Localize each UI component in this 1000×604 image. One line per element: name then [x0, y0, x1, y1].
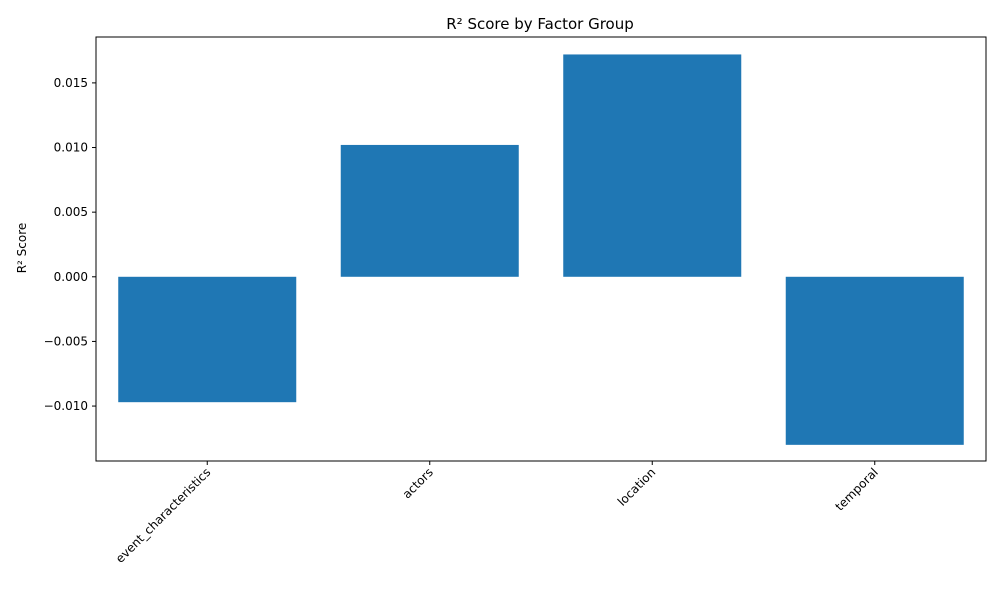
y-tick-label: 0.000 [54, 270, 88, 284]
bar-temporal [785, 276, 964, 445]
x-tick-label: temporal [833, 465, 881, 513]
y-tick-label: 0.005 [54, 205, 88, 219]
y-tick-label: 0.015 [54, 76, 88, 90]
y-axis-ticks: −0.010 −0.005 0.000 0.005 0.010 0.015 [44, 76, 96, 413]
y-tick-label: −0.005 [44, 334, 88, 348]
bar-actors [340, 144, 519, 277]
chart-title: R² Score by Factor Group [446, 15, 634, 33]
bar-location [563, 54, 742, 277]
y-tick-label: 0.010 [54, 141, 88, 155]
x-tick-label: event_characteristics [113, 465, 213, 565]
x-tick-label: location [615, 465, 659, 509]
x-tick-label: actors [400, 465, 436, 501]
y-tick-label: −0.010 [44, 399, 88, 413]
y-axis-label: R² Score [15, 223, 29, 274]
bar-event_characteristics [118, 276, 297, 403]
plot-frame [95, 36, 987, 462]
bars-layer [118, 54, 964, 445]
x-axis-ticks: event_characteristics actors location tempo… [113, 461, 881, 566]
